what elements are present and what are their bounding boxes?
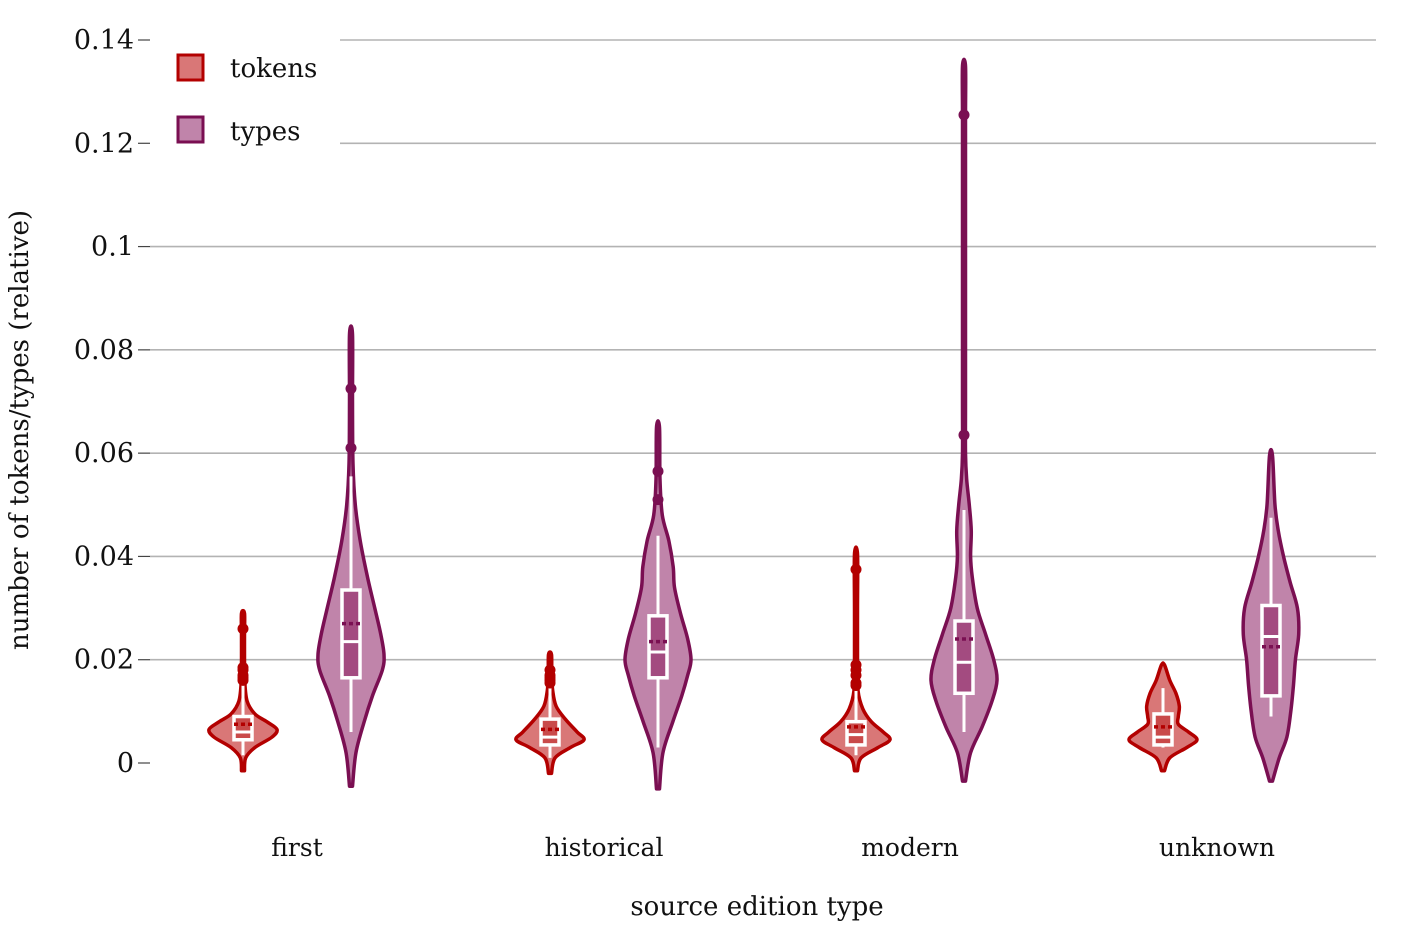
y-axis-label: number of tokens/types (relative) [5,210,35,650]
outlier-point [544,677,556,689]
iqr-box [232,714,254,742]
outlier-point [237,674,249,686]
legend-label-types: types [230,117,301,147]
outlier-point [345,383,357,395]
outlier-point [850,680,862,692]
iqr-box [340,588,362,680]
outlier-point [652,494,664,506]
outlier-point [958,429,970,441]
legend: tokens types [176,53,317,147]
outlier-point [850,563,862,575]
violin-types-historical [623,419,693,791]
y-tick-label: 0.12 [74,128,134,159]
outlier-point [652,465,664,477]
y-tick-label: 0.06 [74,438,134,469]
violin-body [820,545,892,773]
iqr-box [647,614,669,680]
iqr-box [539,717,561,747]
iqr-box [1152,712,1174,747]
y-tick-label: 0.02 [74,645,134,676]
violin-body [929,57,999,783]
y-tick-label: 0.14 [74,25,134,56]
x-axis-tick-labels: first historical modern unknown [271,833,1275,862]
violin-tokens-historical [514,650,586,776]
violin-tokens-modern [820,545,892,773]
y-tick-label: 0.1 [91,232,134,263]
y-tick-label: 0.04 [74,541,134,572]
legend-swatch-tokens [176,53,205,82]
gridlines [150,39,1376,661]
outlier-point [850,669,862,681]
iqr-box [953,619,975,696]
x-tick-label: unknown [1159,833,1275,862]
violin-types-unknown [1241,447,1301,783]
violin-tokens-unknown [1127,661,1199,773]
x-tick-label: historical [545,833,664,862]
violins [207,57,1301,791]
violin-tokens-first [207,608,279,773]
legend-label-tokens: tokens [230,54,317,84]
y-tick-label: 0.08 [74,335,134,366]
iqr-box [1260,603,1282,698]
violin-types-modern [929,57,999,783]
y-tick-label: 0 [117,748,134,779]
legend-swatch-types [176,115,205,144]
x-axis-label: source edition type [630,892,883,922]
y-axis-ticks: 0 0.02 0.04 0.06 0.08 0.1 0.12 0.14 [74,25,150,779]
x-tick-label: modern [861,833,959,862]
outlier-point [237,623,249,635]
outlier-point [958,109,970,121]
outlier-point [345,442,357,454]
x-tick-label: first [271,833,323,862]
violin-types-first [316,324,386,788]
